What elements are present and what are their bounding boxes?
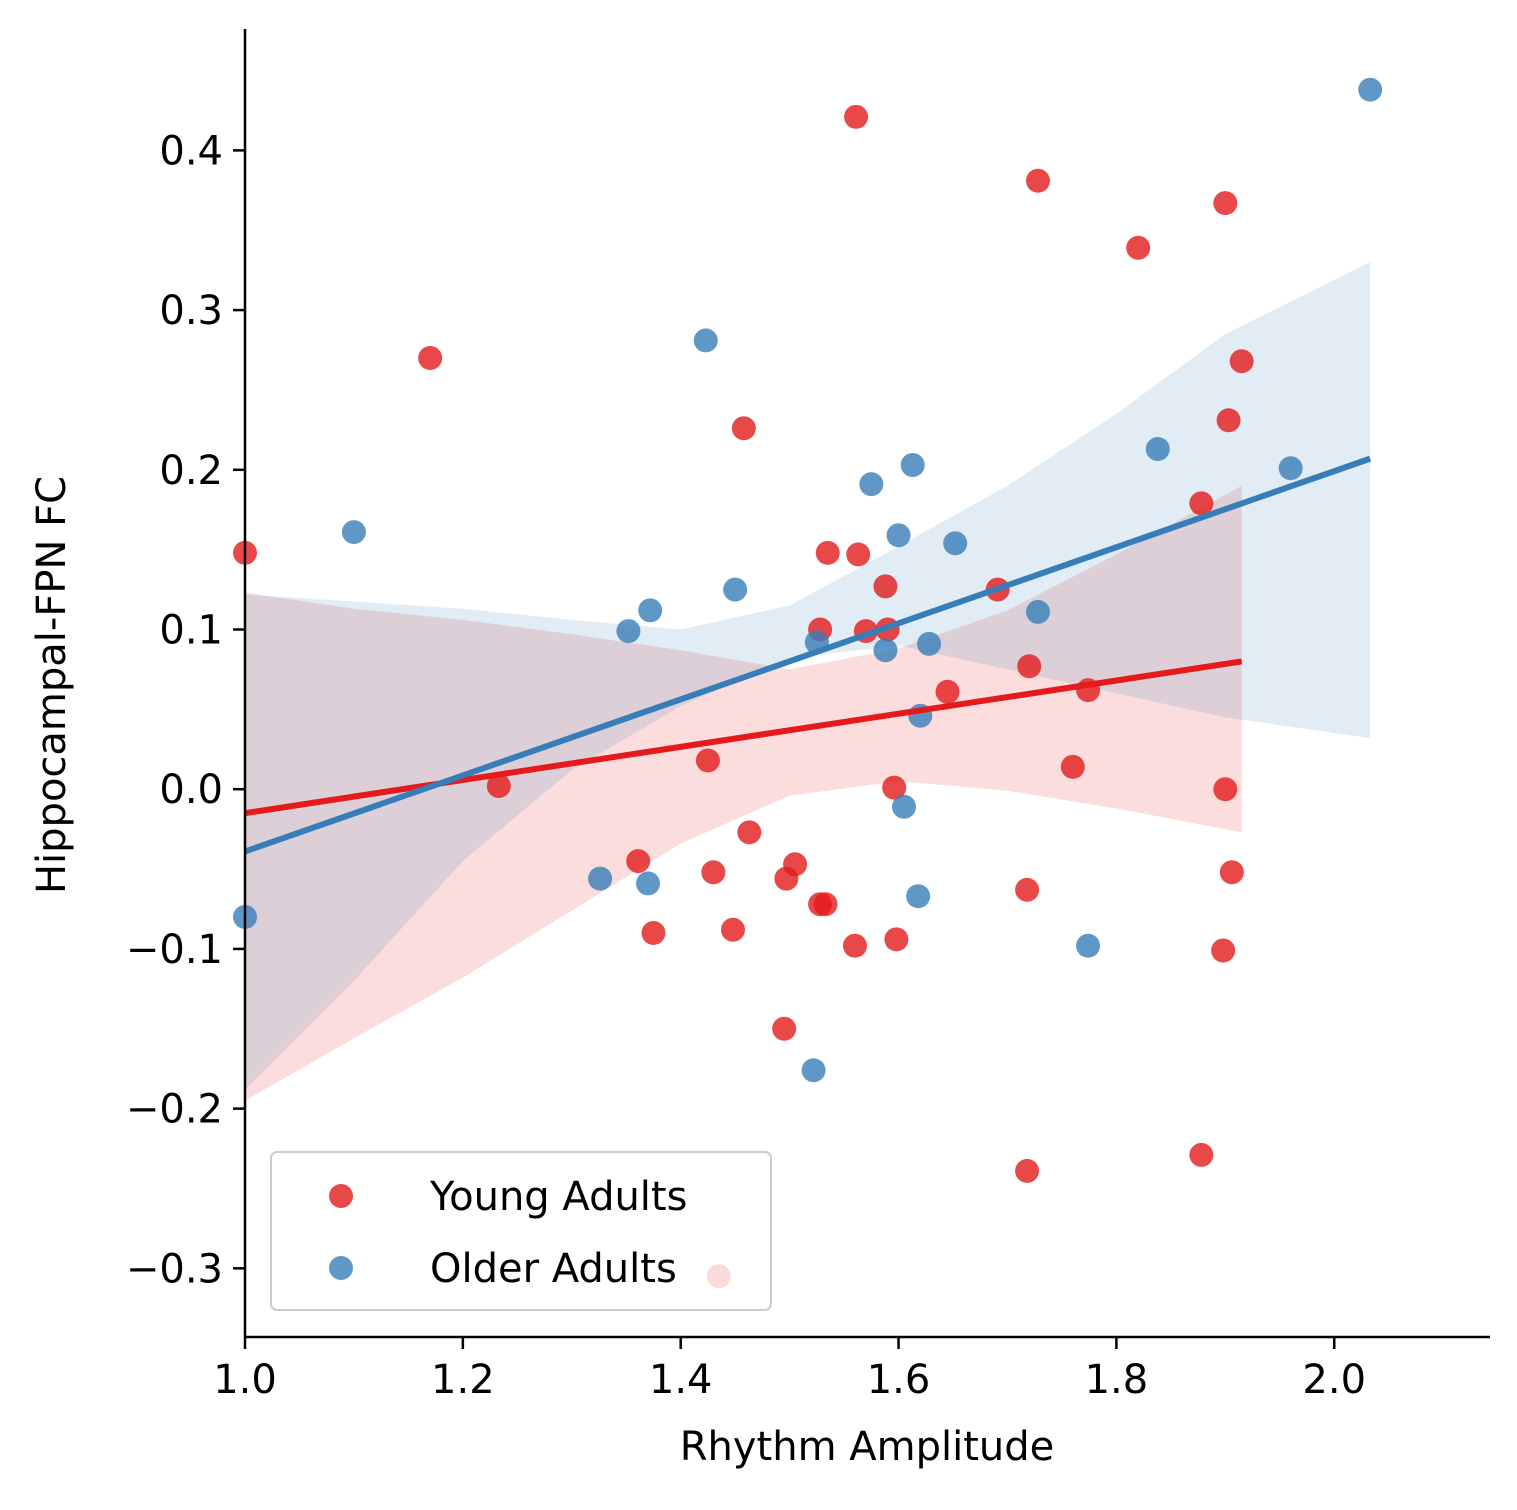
point-older-adults <box>873 638 898 663</box>
point-young-adults <box>641 920 666 945</box>
y-axis-label: Hippocampal-FPN FC <box>29 476 75 894</box>
point-young-adults <box>882 775 907 800</box>
point-young-adults <box>1189 1142 1214 1167</box>
point-older-adults <box>1025 599 1050 624</box>
point-young-adults <box>731 416 756 441</box>
x-tick-label: 1.2 <box>431 1357 495 1403</box>
fit-line-young-adults <box>244 658 1243 817</box>
point-young-adults <box>486 774 511 799</box>
point-young-adults <box>1219 860 1244 885</box>
point-older-adults <box>341 520 366 545</box>
point-young-adults <box>1213 191 1238 216</box>
point-young-adults <box>884 927 909 952</box>
legend-box <box>270 1151 772 1311</box>
point-young-adults <box>1213 777 1238 802</box>
point-young-adults <box>842 933 867 958</box>
point-young-adults <box>418 345 443 370</box>
x-tick-label: 2.0 <box>1302 1357 1366 1403</box>
legend: Young Adults Older Adults <box>270 1151 772 1311</box>
point-young-adults <box>846 542 871 567</box>
point-older-adults <box>588 866 613 891</box>
point-young-adults <box>783 852 808 877</box>
point-older-adults <box>636 871 661 896</box>
point-young-adults <box>1015 1158 1040 1183</box>
legend-label-older-adults: Older Adults <box>430 1246 677 1292</box>
point-older-adults <box>900 453 925 477</box>
point-older-adults <box>801 1058 826 1083</box>
point-older-adults <box>1145 437 1170 462</box>
y-tick-label: −0.2 <box>126 1087 223 1133</box>
confidence-bands <box>245 262 1371 1101</box>
ci-band-older-adults <box>245 262 1371 1090</box>
point-young-adults <box>1060 754 1085 779</box>
point-young-adults <box>626 849 651 874</box>
point-older-adults <box>943 531 968 556</box>
y-tick-label: 0.3 <box>159 288 223 334</box>
point-older-adults <box>1278 456 1303 481</box>
x-ticks: 1.0 1.2 1.4 1.6 1.8 2.0 <box>213 1337 1366 1403</box>
y-tick-label: −0.1 <box>126 927 223 973</box>
point-young-adults <box>1025 168 1050 193</box>
point-young-adults <box>720 917 745 942</box>
point-older-adults <box>859 472 884 497</box>
legend-marker-older-adults <box>329 1256 353 1280</box>
point-older-adults <box>616 619 641 644</box>
point-young-adults <box>1229 349 1254 374</box>
x-tick-label: 1.0 <box>213 1357 277 1403</box>
y-tick-label: 0.2 <box>159 448 223 494</box>
axes <box>243 29 1490 1339</box>
x-tick-label: 1.4 <box>649 1357 713 1403</box>
point-older-adults <box>906 884 931 909</box>
point-older-adults <box>886 523 911 548</box>
x-axis-label: Rhythm Amplitude <box>680 1424 1055 1470</box>
fit-line-older-adults <box>244 455 1372 855</box>
point-older-adults <box>1076 933 1101 958</box>
point-older-adults <box>891 794 916 819</box>
point-young-adults <box>1126 235 1151 260</box>
x-tick-label: 1.8 <box>1085 1357 1149 1403</box>
y-tick-label: 0.0 <box>159 767 223 813</box>
ci-band-young-adults <box>245 485 1242 1101</box>
point-young-adults <box>737 820 762 845</box>
point-young-adults <box>844 104 869 129</box>
point-older-adults <box>917 631 942 656</box>
regression-lines <box>244 455 1372 855</box>
point-older-adults <box>693 328 718 353</box>
legend-marker-young-adults <box>329 1184 353 1208</box>
y-tick-label: 0.1 <box>159 607 223 653</box>
point-older-adults <box>1358 77 1383 102</box>
point-young-adults <box>1211 938 1236 963</box>
x-tick-label: 1.6 <box>867 1357 931 1403</box>
point-young-adults <box>813 892 838 917</box>
point-older-adults <box>638 598 663 623</box>
point-young-adults <box>1015 877 1040 902</box>
y-ticks: −0.3 −0.2 −0.1 0.0 0.1 0.2 0.3 0.4 <box>126 128 245 1292</box>
point-young-adults <box>873 574 898 599</box>
point-young-adults <box>1216 408 1241 433</box>
legend-label-young-adults: Young Adults <box>429 1174 687 1220</box>
point-older-adults <box>723 577 748 602</box>
point-young-adults <box>695 748 720 773</box>
point-young-adults <box>701 860 726 885</box>
y-tick-label: 0.4 <box>159 128 223 174</box>
point-young-adults <box>935 679 960 704</box>
y-tick-label: −0.3 <box>126 1246 223 1292</box>
point-young-adults <box>1017 654 1042 679</box>
point-young-adults <box>815 540 840 565</box>
point-young-adults <box>1189 491 1214 516</box>
point-young-adults <box>772 1016 797 1041</box>
